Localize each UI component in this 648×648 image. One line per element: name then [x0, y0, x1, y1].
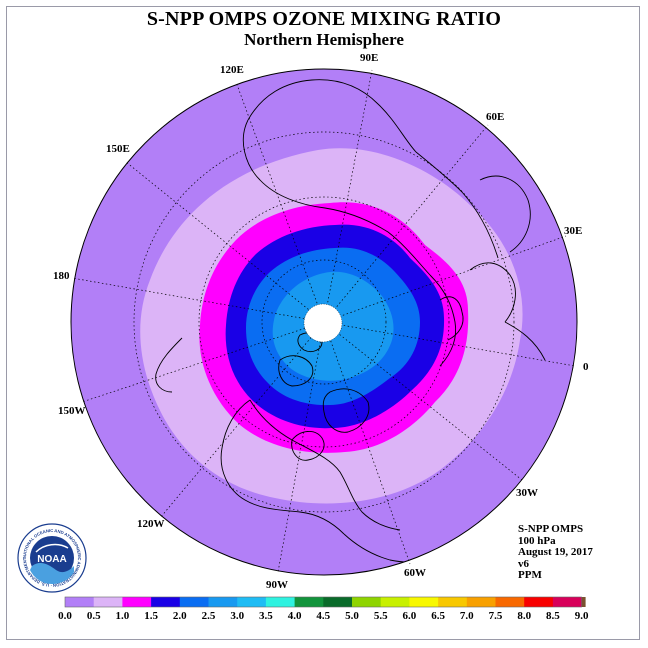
- lon-label-120w: 120W: [137, 518, 165, 530]
- colorbar-tick-label: 6.0: [403, 610, 417, 622]
- colorbar-tick-label: 7.0: [460, 610, 474, 622]
- colorbar-swatch: [352, 597, 381, 607]
- colorbar-swatch: [179, 597, 209, 607]
- info-instrument: S-NPP OMPS: [518, 523, 584, 535]
- lon-label-150e: 150E: [106, 143, 130, 155]
- colorbar-tick-label: 2.5: [202, 610, 216, 622]
- colorbar-swatch: [409, 597, 439, 607]
- colorbar-swatch: [65, 597, 94, 607]
- colorbar-end-swatch: [581, 597, 586, 607]
- colorbar: 0.0 0.5 1.0 1.5 2.0 2.5 3.0 3.5 4.0 4.5 5.0 5.5 6.0 6…: [58, 596, 589, 622]
- lon-label-30e: 30E: [564, 225, 582, 237]
- colorbar-swatch: [495, 597, 525, 607]
- colorbar-swatch: [323, 597, 353, 607]
- colorbar-tick-label: 4.5: [316, 610, 330, 622]
- colorbar-tick-label: 0.5: [87, 610, 101, 622]
- colorbar-tick-label: 1.5: [144, 610, 158, 622]
- colorbar-tick-label: 6.5: [431, 610, 445, 622]
- colorbar-tick-label: 5.5: [374, 610, 388, 622]
- lon-label-60w: 60W: [404, 567, 426, 579]
- colorbar-tick-label: 4.0: [288, 610, 302, 622]
- lon-label-30w: 30W: [516, 487, 538, 499]
- noaa-logo-ring-text: NATIONAL OCEANIC AND ATMOSPHERIC ADMINIS…: [0, 0, 82, 588]
- colorbar-swatch: [524, 597, 554, 607]
- lon-label-120e: 120E: [220, 64, 244, 76]
- colorbar-tick-label: 5.0: [345, 610, 359, 622]
- colorbar-swatch: [265, 597, 295, 607]
- lon-label-60e: 60E: [486, 111, 504, 123]
- graticule: [71, 69, 576, 573]
- lon-label-0: 0: [583, 361, 589, 373]
- colorbar-tick-label: 7.5: [489, 610, 503, 622]
- colorbar-swatch: [208, 597, 238, 607]
- lon-label-150w: 150W: [58, 405, 86, 417]
- colorbar-outline: [64, 596, 582, 608]
- colorbar-tick-label: 8.5: [546, 610, 560, 622]
- colorbar-swatch: [438, 597, 468, 607]
- colorbar-tick-label: 3.5: [259, 610, 273, 622]
- colorbar-swatch: [237, 597, 267, 607]
- info-level: 100 hPa: [518, 534, 556, 547]
- colorbar-swatch: [380, 597, 410, 607]
- info-units: PPM: [518, 569, 542, 581]
- colorbar-swatch: [552, 597, 582, 607]
- map-frame: [6, 6, 640, 640]
- info-date: August 19, 2017: [518, 546, 593, 558]
- colorbar-swatch: [466, 597, 496, 607]
- lon-label-180: 180: [53, 270, 70, 282]
- colorbar-swatch: [93, 597, 123, 607]
- page-subtitle: Northern Hemisphere: [244, 30, 404, 49]
- colorbar-tick-label: 3.0: [230, 610, 244, 622]
- colorbar-tick-label: 2.0: [173, 610, 187, 622]
- lon-label-90e: 90E: [360, 52, 378, 64]
- lon-label-90w: 90W: [266, 579, 288, 591]
- pole-hole: [303, 303, 343, 343]
- page-title: S-NPP OMPS OZONE MIXING RATIO: [146, 8, 502, 30]
- colorbar-swatch: [151, 597, 181, 607]
- colorbar-tick-label: 8.0: [517, 610, 531, 622]
- noaa-logo-text: NOAA: [37, 554, 66, 565]
- colorbar-tick-label: 9.0: [575, 610, 589, 622]
- info-block: S-NPP OMPS 100 hPa August 19, 2017 v6 PP…: [518, 523, 593, 582]
- colorbar-swatch: [122, 597, 152, 607]
- colorbar-swatch: [294, 597, 324, 607]
- colorbar-tick-label: 1.0: [116, 610, 130, 622]
- info-version: v6: [518, 557, 529, 570]
- colorbar-tick-label: 0.0: [58, 610, 72, 622]
